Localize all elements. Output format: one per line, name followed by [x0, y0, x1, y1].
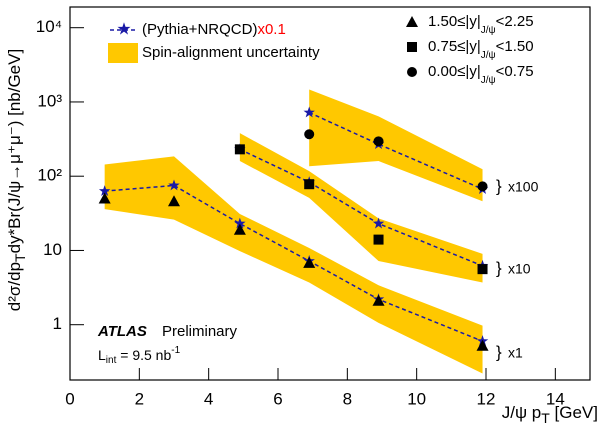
legend-text-part: 0.00≤|y| — [428, 63, 481, 80]
scale-label: x1 — [508, 345, 523, 361]
brace: } — [496, 342, 502, 361]
legend-text-part: <2.25 — [496, 13, 534, 30]
legend-text-sub: J/ψ — [481, 75, 496, 86]
status: Preliminary — [162, 323, 238, 340]
scale-label: x100 — [508, 179, 539, 195]
legend-text-part: 0.75≤|y| — [428, 38, 481, 55]
data-point — [477, 181, 488, 192]
luminosity: Lint = 9.5 nb-1 — [98, 345, 181, 366]
legend-band-swatch — [108, 43, 138, 63]
y-tick-label: 10² — [37, 166, 62, 185]
x-tick-label: 10 — [407, 389, 426, 408]
model-curve — [239, 148, 483, 267]
model-point — [234, 217, 246, 229]
legend-band-text: Spin-alignment uncertainty — [142, 44, 320, 61]
y-tick-label: 10³ — [37, 91, 62, 110]
brace: } — [496, 258, 502, 277]
experiment: ATLAS — [97, 323, 147, 340]
x-axis-label: J/ψ pT [GeV] — [502, 403, 598, 425]
legend-text-part: <1.50 — [496, 38, 534, 55]
x-tick-label: 2 — [135, 389, 144, 408]
model-point — [372, 217, 385, 229]
x-tick-label: 6 — [273, 389, 282, 408]
x-tick-label: 14 — [546, 389, 565, 408]
scale-label: x10 — [508, 261, 531, 277]
data-point — [303, 256, 316, 268]
legend-marker — [406, 16, 418, 27]
legend-text-sub: J/ψ — [481, 50, 496, 61]
legend-text: 0.00≤|y|J/ψ<0.75 — [428, 63, 534, 86]
data-point — [233, 223, 246, 235]
legend-marker — [407, 42, 417, 52]
data-point — [373, 136, 384, 147]
uncertainty-band — [239, 133, 483, 283]
legend-model-star: ★ — [116, 19, 131, 38]
data-point — [477, 264, 488, 275]
data-point — [304, 179, 315, 190]
x-tick-label: 4 — [204, 389, 213, 408]
x-tick-label: 8 — [343, 389, 352, 408]
data-point — [373, 234, 384, 245]
y-axis-label: d²σ/dpTdy*Br(J/ψ→μ⁺μ⁻) [nb/GeV] — [5, 49, 27, 311]
model-point — [98, 185, 111, 196]
x-tick-label: 12 — [477, 389, 496, 408]
data-point — [372, 294, 385, 306]
uncertainty-band — [104, 156, 483, 374]
data-point — [168, 195, 180, 207]
model-point — [303, 106, 315, 118]
model-curve — [104, 184, 483, 342]
legend-text-part: 1.50≤|y| — [428, 13, 481, 30]
plot-frame — [69, 6, 591, 381]
data-point — [304, 129, 315, 140]
data-point — [234, 144, 245, 155]
legend-model-text: (Pythia+NRQCD)x0.1 — [142, 21, 286, 38]
legend-text-part: <0.75 — [496, 63, 534, 80]
data-point — [98, 192, 111, 204]
legend-marker — [407, 67, 417, 77]
legend-text: 0.75≤|y|J/ψ<1.50 — [428, 38, 534, 61]
legend-text-sub: J/ψ — [481, 25, 496, 36]
y-tick-label: 10 — [43, 240, 62, 259]
model-point — [168, 179, 180, 191]
y-tick-label: 1 — [53, 314, 62, 333]
brace: } — [496, 176, 502, 195]
legend-text: 1.50≤|y|J/ψ<2.25 — [428, 13, 534, 36]
data-point — [476, 339, 489, 351]
y-tick-label: 10⁴ — [36, 17, 62, 36]
x-tick-label: 0 — [65, 389, 74, 408]
uncertainty-band — [309, 89, 483, 202]
